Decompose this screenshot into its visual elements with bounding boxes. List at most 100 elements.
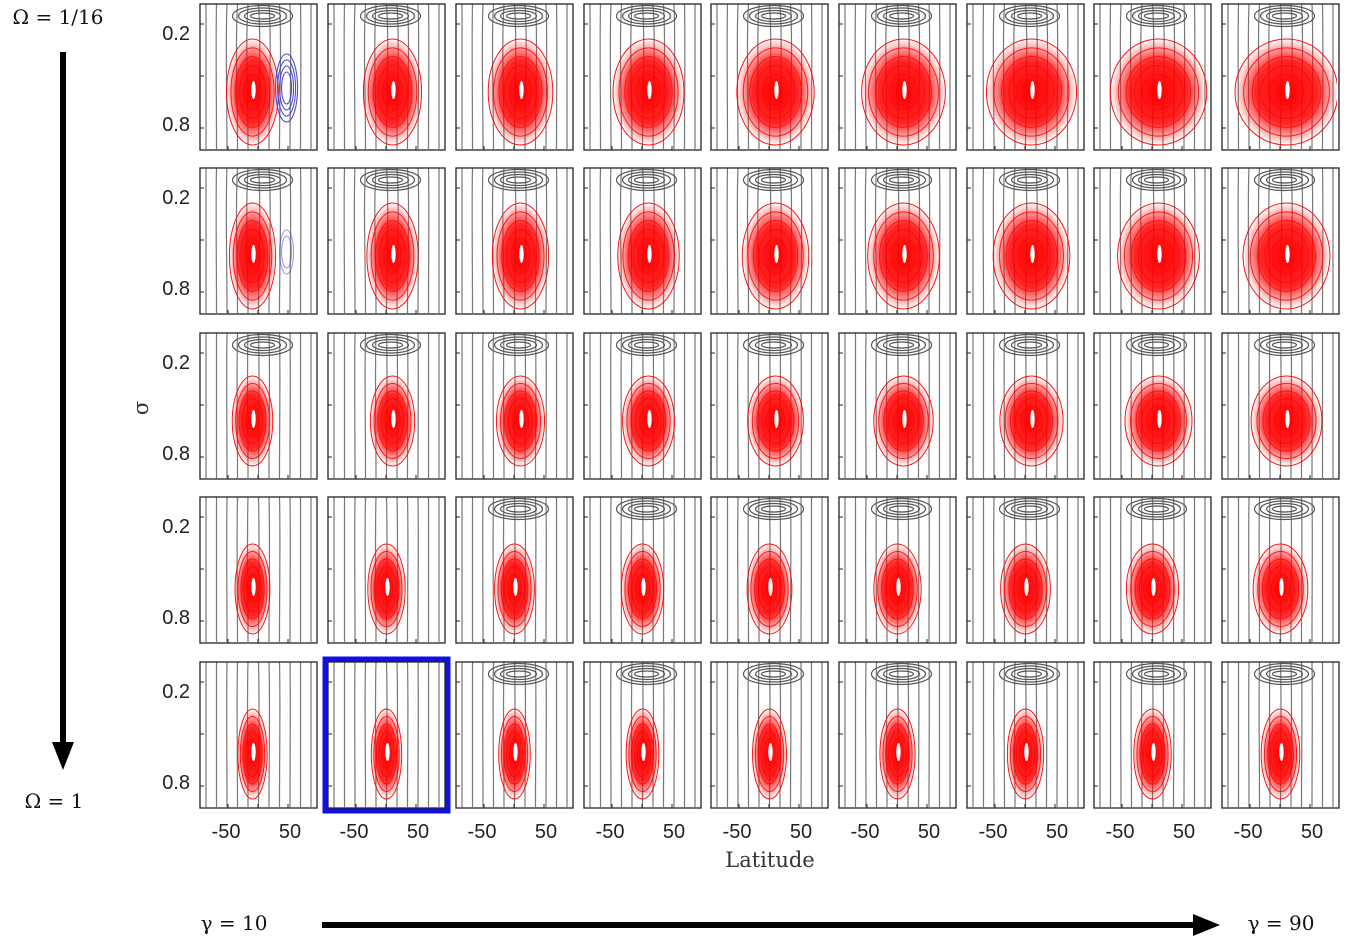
cell-core [513,743,518,761]
red-contour-line [1145,738,1160,770]
red-contour-line [238,390,267,452]
gray-contour-line [363,168,367,313]
gray-contour-loop [876,336,927,354]
red-contour-line [751,383,800,459]
gray-contour-loop [1143,341,1170,349]
gray-contour-loop [888,12,915,20]
gray-contour-loop [1004,665,1055,683]
gray-contour-loop [1131,336,1182,354]
red-contour-line [630,390,667,452]
red-contour-line [992,202,1071,310]
gray-contour-loop [377,12,404,20]
gray-contour-loop [243,173,282,187]
red-contour-line [1015,398,1048,444]
red-contour-line [499,383,542,459]
cell-core [1151,578,1156,596]
gray-contour-loop [499,667,538,681]
gray-contour-loop [1271,176,1298,184]
cell-core [1279,578,1284,596]
red-contour-line [760,731,779,777]
cell-core [774,410,779,428]
gray-contour-loop [998,333,1061,357]
x-tick-label: 50 [407,821,429,843]
contour-panel: 0.2 0.8 -50 50 [162,661,318,843]
gray-contour-loop [493,7,544,25]
cell-core [1285,81,1290,99]
red-contour-line [1130,383,1187,459]
red-contour-line [1130,220,1187,292]
gray-contour-loop [748,7,799,25]
y-tick-label: 0.8 [162,607,190,629]
red-contour-line [757,566,782,612]
red-contour-line [1133,708,1172,800]
contour-panel [1093,3,1212,151]
x-axis-label: Latitude [725,848,814,872]
gray-contour-loop [1265,338,1304,352]
cell-core [1024,743,1029,761]
red-contour-line [232,211,273,301]
red-contour-line [1260,65,1313,119]
y-tick-label: 0.8 [162,443,190,465]
gray-contour-loop [882,338,921,352]
red-contour-line [1270,573,1291,605]
red-contour-line [873,543,922,635]
red-contour-line [620,543,665,635]
gray-contour-loop [1271,670,1298,678]
gray-contour-loop [998,168,1061,192]
red-contour-line [239,716,266,792]
gray-contour-line [353,168,356,313]
red-contour-line [366,202,419,310]
red-contour-line [237,708,268,800]
red-contour-line [1133,65,1184,119]
red-contour-line [761,398,790,444]
red-contour-line [747,375,804,467]
red-contour-line [508,738,521,770]
cell-core [774,81,779,99]
gray-contour-loop [627,338,666,352]
red-contour-line [1006,708,1045,800]
panel-grid: 0.2 0.8 0.2 0.8 0.2 0.8 0.2 0.8 0.2 0.8 -50 50 -50 50… [162,3,1340,843]
gray-contour-loop [243,338,282,352]
red-contour-line [999,211,1064,301]
gray-contour-loop [237,336,288,354]
gray-contour-loop [505,505,532,513]
y-tick-label: 0.2 [162,516,190,538]
gray-contour-loop [1259,665,1310,683]
gray-contour-loop [876,171,927,189]
gray-contour-loop [487,333,550,357]
red-contour-line [868,47,939,137]
gray-contour-loop [365,171,416,189]
cell-core [1024,578,1029,596]
gray-contour-loop [1016,341,1043,349]
red-contour-line [1004,383,1059,459]
gray-contour-loop [487,662,550,686]
contour-panel [1093,496,1212,644]
blue-contour-line [277,59,297,117]
cell-core [1157,410,1162,428]
contour-panel [838,167,957,315]
red-contour-line [1015,73,1048,111]
red-contour-line [754,716,785,792]
red-contour-line [888,398,919,444]
red-contour-line [234,56,271,128]
cell-core [391,245,396,263]
gray-contour-loop [748,336,799,354]
red-contour-line [1142,731,1163,777]
contour-panel [583,167,702,315]
cell-core [902,81,907,99]
red-contour-line [1136,716,1169,792]
red-contour-line [893,405,914,437]
gray-contour-loop [754,9,793,23]
gray-contour-loop [870,662,933,686]
gray-contour-loop [499,173,538,187]
cell-core [641,743,646,761]
gray-contour-loop [237,7,288,25]
cell-core [1279,743,1284,761]
gray-contour-loop [493,171,544,189]
red-contour-line [1266,566,1295,612]
red-contour-line [636,73,661,111]
cell-core [768,743,773,761]
gray-contour-loop [1010,502,1049,516]
red-contour-line [628,716,657,792]
cell-core [391,81,396,99]
